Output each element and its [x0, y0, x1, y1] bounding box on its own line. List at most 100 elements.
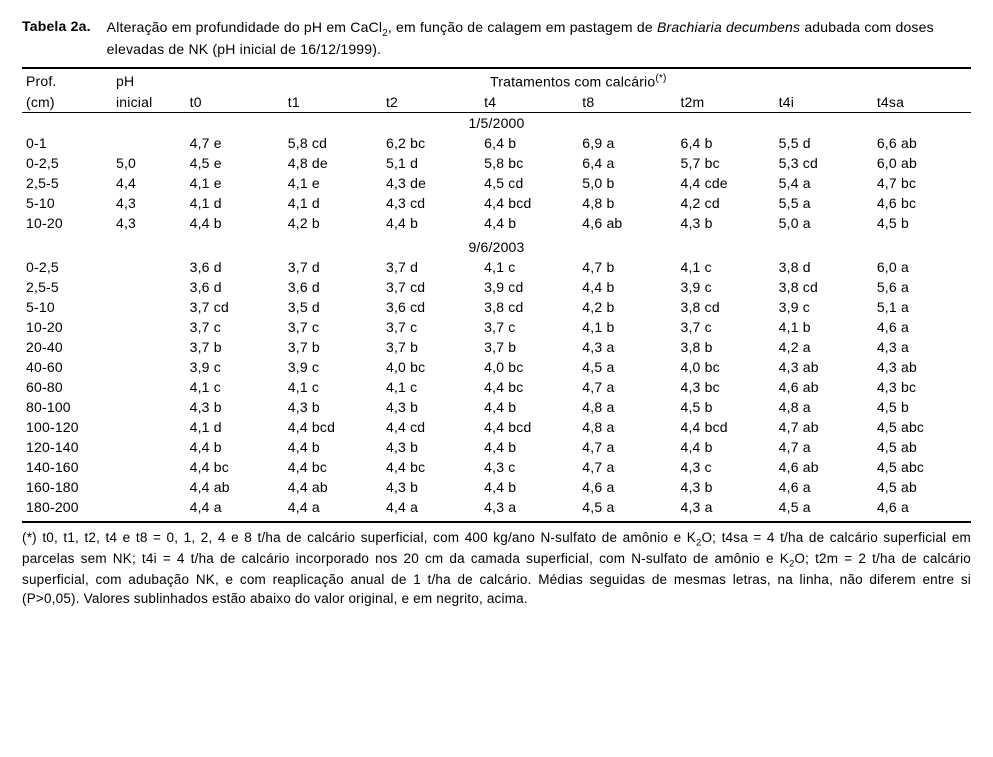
cell-value: 4,5 ab	[873, 477, 971, 497]
cell-value: 4,7 a	[578, 437, 676, 457]
cell-value: 4,5 abc	[873, 457, 971, 477]
cell-value: 3,8 d	[775, 257, 873, 277]
cell-value: 4,8 de	[284, 153, 382, 173]
cell-value: 4,8 a	[775, 397, 873, 417]
cell-value: 4,6 ab	[775, 457, 873, 477]
table-row: 0-2,53,6 d3,7 d3,7 d4,1 c4,7 b4,1 c3,8 d…	[22, 257, 971, 277]
cell-prof: 0-1	[22, 133, 112, 153]
cell-prof: 140-160	[22, 457, 112, 477]
cell-value: 5,4 a	[775, 173, 873, 193]
cell-ph-initial	[112, 277, 186, 297]
cell-value: 5,3 cd	[775, 153, 873, 173]
cell-value: 4,4 b	[480, 213, 578, 233]
cell-value: 4,6 a	[873, 497, 971, 517]
cell-value: 3,9 c	[775, 297, 873, 317]
cell-value: 4,6 a	[775, 477, 873, 497]
cell-ph-initial	[112, 337, 186, 357]
cell-value: 3,5 d	[284, 297, 382, 317]
cell-prof: 10-20	[22, 317, 112, 337]
cell-value: 4,1 d	[186, 193, 284, 213]
cell-ph-initial	[112, 317, 186, 337]
table-row: 2,5-53,6 d3,6 d3,7 cd3,9 cd4,4 b3,9 c3,8…	[22, 277, 971, 297]
cell-value: 3,7 b	[382, 337, 480, 357]
cell-value: 3,7 c	[676, 317, 774, 337]
cell-value: 4,7 ab	[775, 417, 873, 437]
cell-value: 3,7 cd	[186, 297, 284, 317]
cell-value: 4,2 cd	[676, 193, 774, 213]
cell-value: 4,5 b	[873, 213, 971, 233]
table-body-block2: 9/6/2003 0-2,53,6 d3,7 d3,7 d4,1 c4,7 b4…	[22, 233, 971, 517]
cell-value: 4,6 bc	[873, 193, 971, 213]
cell-prof: 80-100	[22, 397, 112, 417]
table-row: 120-1404,4 b4,4 b4,3 b4,4 b4,7 a4,4 b4,7…	[22, 437, 971, 457]
cell-value: 4,7 a	[578, 457, 676, 477]
cell-value: 3,7 b	[284, 337, 382, 357]
cell-value: 4,3 c	[676, 457, 774, 477]
cell-value: 4,0 bc	[382, 357, 480, 377]
cell-value: 3,7 c	[480, 317, 578, 337]
cell-value: 4,3 b	[382, 477, 480, 497]
cell-value: 4,3 ab	[775, 357, 873, 377]
cell-value: 6,2 bc	[382, 133, 480, 153]
cell-value: 4,3 a	[873, 337, 971, 357]
cell-value: 4,6 ab	[775, 377, 873, 397]
cell-ph-initial	[112, 257, 186, 277]
cell-value: 4,1 c	[480, 257, 578, 277]
cell-value: 4,8 a	[578, 417, 676, 437]
col-header-t2: t2	[382, 92, 480, 113]
cell-prof: 20-40	[22, 337, 112, 357]
cell-prof: 40-60	[22, 357, 112, 377]
cell-value: 4,3 b	[284, 397, 382, 417]
cell-value: 3,8 cd	[775, 277, 873, 297]
cell-prof: 2,5-5	[22, 173, 112, 193]
header-row-2: (cm) inicial t0 t1 t2 t4 t8 t2m t4i t4sa	[22, 92, 971, 113]
cell-value: 4,5 a	[775, 497, 873, 517]
cell-value: 4,4 b	[284, 437, 382, 457]
cell-value: 5,5 d	[775, 133, 873, 153]
cell-value: 4,3 cd	[382, 193, 480, 213]
cell-value: 3,9 c	[676, 277, 774, 297]
cell-value: 6,0 ab	[873, 153, 971, 173]
cell-value: 5,8 cd	[284, 133, 382, 153]
cell-value: 4,3 de	[382, 173, 480, 193]
cell-prof: 160-180	[22, 477, 112, 497]
cell-value: 4,6 ab	[578, 213, 676, 233]
cell-value: 4,4 b	[382, 213, 480, 233]
date-1: 1/5/2000	[22, 112, 971, 133]
cell-value: 6,4 b	[480, 133, 578, 153]
cell-value: 4,2 a	[775, 337, 873, 357]
cell-value: 4,8 a	[578, 397, 676, 417]
cell-value: 4,3 a	[578, 337, 676, 357]
cell-prof: 0-2,5	[22, 257, 112, 277]
cell-value: 6,4 b	[676, 133, 774, 153]
treatments-label: Tratamentos com calcário	[490, 74, 655, 90]
cell-ph-initial: 4,3	[112, 193, 186, 213]
cell-value: 4,1 d	[186, 417, 284, 437]
cell-value: 4,5 b	[676, 397, 774, 417]
cell-value: 4,4 b	[186, 437, 284, 457]
col-unit-ph: inicial	[112, 92, 186, 113]
table-row: 160-1804,4 ab4,4 ab4,3 b4,4 b4,6 a4,3 b4…	[22, 477, 971, 497]
date-row-2: 9/6/2003	[22, 233, 971, 257]
cell-prof: 120-140	[22, 437, 112, 457]
cell-ph-initial	[112, 133, 186, 153]
cell-prof: 0-2,5	[22, 153, 112, 173]
cell-value: 5,0 b	[578, 173, 676, 193]
cell-value: 4,4 ab	[284, 477, 382, 497]
cell-value: 5,1 a	[873, 297, 971, 317]
cell-value: 4,5 ab	[873, 437, 971, 457]
cell-value: 4,5 e	[186, 153, 284, 173]
table-label: Tabela 2a.	[22, 18, 91, 34]
cell-value: 4,7 bc	[873, 173, 971, 193]
cell-ph-initial	[112, 477, 186, 497]
cell-value: 3,7 b	[186, 337, 284, 357]
cell-value: 4,3 b	[186, 397, 284, 417]
treatments-sup: (*)	[655, 73, 666, 84]
date-row-1: 1/5/2000	[22, 112, 971, 133]
col-header-t4i: t4i	[775, 92, 873, 113]
cell-value: 4,4 cde	[676, 173, 774, 193]
cell-value: 3,6 d	[284, 277, 382, 297]
cell-ph-initial	[112, 377, 186, 397]
cell-ph-initial	[112, 457, 186, 477]
cell-value: 4,4 a	[382, 497, 480, 517]
